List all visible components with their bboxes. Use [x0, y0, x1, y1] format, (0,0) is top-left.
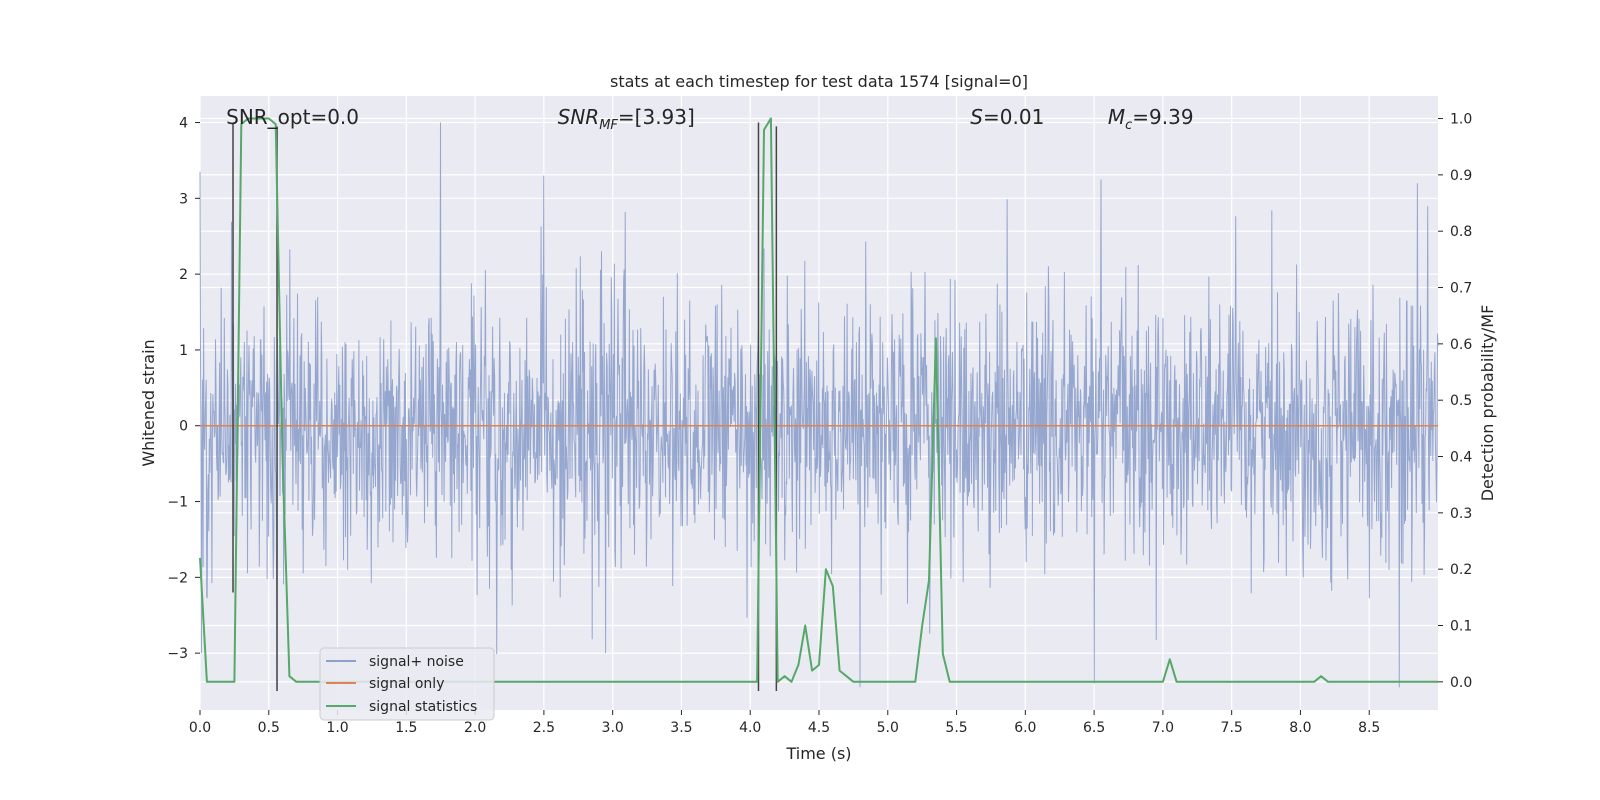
x-tick-label: 1.0	[326, 720, 348, 736]
annotation: SNRMF=[3.93]	[558, 105, 695, 133]
signal-statistics-line	[199, 117, 1438, 683]
legend: signal+ noise signal only signal statist…	[319, 647, 495, 721]
y-right-tick-label: 0.3	[1450, 506, 1472, 522]
y-right-tick-label: 0.1	[1450, 619, 1472, 635]
x-tick-label: 8.0	[1289, 720, 1311, 736]
y-left-tick-label: 4	[179, 116, 188, 132]
annotation: Mc=9.39	[1108, 105, 1194, 133]
legend-label-signal-statistics: signal statistics	[369, 699, 477, 715]
y-right-tick-label: 0.6	[1450, 337, 1472, 353]
y-right-tick-label: 0.5	[1450, 393, 1472, 409]
x-tick-label: 1.5	[395, 720, 417, 736]
x-tick-label: 7.5	[1221, 720, 1243, 736]
x-tick-label: 3.0	[602, 720, 624, 736]
x-tick-label: 7.0	[1152, 720, 1174, 736]
legend-label-signal-noise: signal+ noise	[369, 654, 464, 670]
y-axis-label-left: Whitened strain	[139, 339, 158, 466]
y-right-tick-label: 0.2	[1450, 562, 1472, 578]
y-right-tick-label: 1.0	[1450, 112, 1472, 128]
annotation: S=0.01	[970, 105, 1044, 129]
y-right-tick-label: 0.7	[1450, 281, 1472, 297]
x-tick-label: 8.5	[1358, 720, 1380, 736]
y-left-tick-label: −2	[167, 570, 188, 586]
y-right-tick-label: 0.0	[1450, 675, 1472, 691]
y-left-tick-label: 0	[179, 419, 188, 435]
y-right-tick-label: 0.4	[1450, 450, 1472, 466]
legend-box	[319, 647, 495, 721]
x-tick-label: 4.5	[808, 720, 830, 736]
y-left-tick-label: −3	[167, 646, 188, 662]
x-tick-label: 2.5	[533, 720, 555, 736]
x-tick-label: 5.5	[945, 720, 967, 736]
y-left-tick-label: 2	[179, 267, 188, 283]
axis-ticks: 0.0 0.5 1.0 1.5 2.0 2.5 3.0 3.5 4.0 4.5 5.0 5.5 6.0 6…	[167, 112, 1472, 736]
noise-line	[199, 122, 1439, 692]
chart-title: stats at each timestep for test data 157…	[610, 72, 1028, 91]
y-left-tick-label: 3	[179, 191, 188, 207]
y-right-tick-label: 0.9	[1450, 168, 1472, 184]
y-right-tick-label: 0.8	[1450, 224, 1472, 240]
x-tick-label: 3.5	[670, 720, 692, 736]
x-tick-label: 0.5	[258, 720, 280, 736]
y-axis-label-right: Detection probability/MF	[1478, 305, 1497, 502]
annotations: SNR_opt=0.0 SNRMF=[3.93] S=0.01 Mc=9.39	[226, 105, 1193, 133]
x-tick-label: 0.0	[189, 720, 211, 736]
x-tick-label: 6.0	[1014, 720, 1036, 736]
x-tick-label: 6.5	[1083, 720, 1105, 736]
annotation: SNR_opt=0.0	[226, 105, 359, 129]
x-axis-label: Time (s)	[785, 744, 851, 763]
series-signal-noise	[199, 122, 1439, 692]
x-tick-label: 4.0	[739, 720, 761, 736]
x-tick-label: 5.0	[877, 720, 899, 736]
series-signal-statistics	[199, 117, 1438, 683]
x-tick-label: 2.0	[464, 720, 486, 736]
legend-label-signal-only: signal only	[369, 676, 444, 692]
y-left-tick-label: 1	[179, 343, 188, 359]
y-left-tick-label: −1	[167, 495, 188, 511]
